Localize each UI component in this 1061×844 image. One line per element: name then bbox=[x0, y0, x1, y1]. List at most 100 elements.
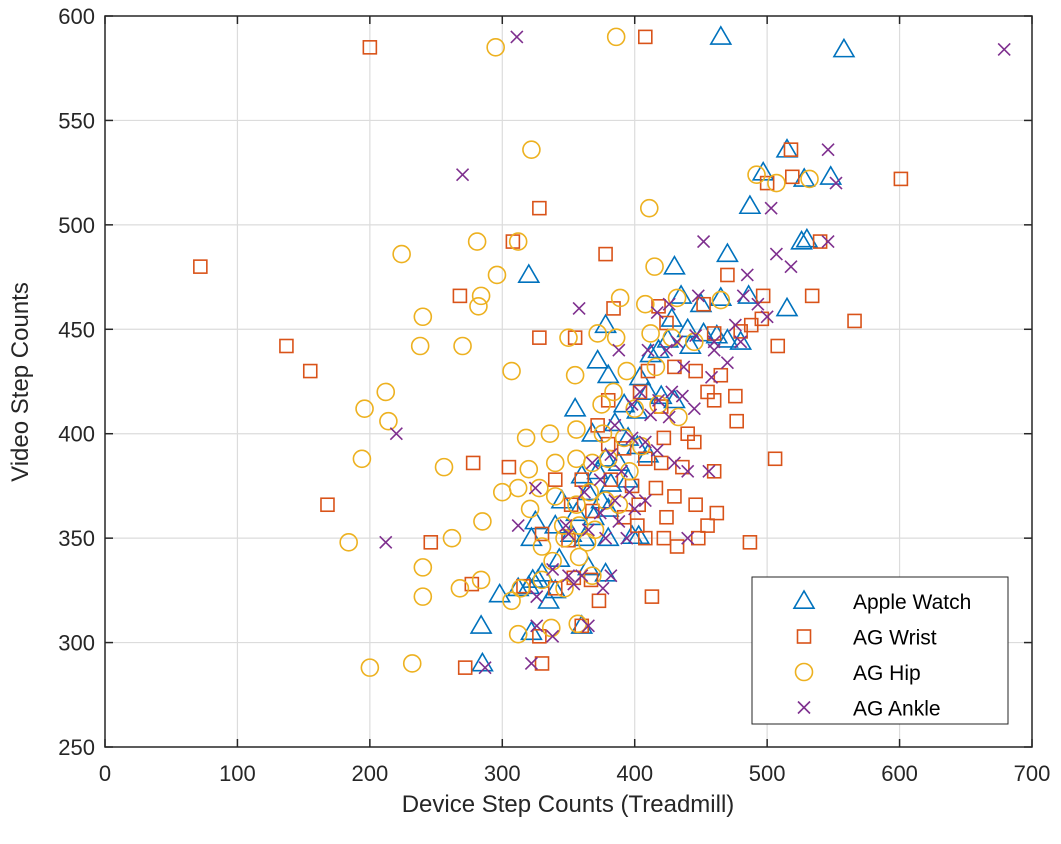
data-point-ag-hip bbox=[486, 38, 505, 57]
x-marker-stroke bbox=[644, 408, 658, 422]
x-marker-stroke bbox=[389, 427, 403, 441]
data-point-ag-wrist bbox=[785, 169, 800, 185]
data-point-ag-hip bbox=[639, 198, 659, 218]
data-point-ag-wrist bbox=[644, 589, 660, 604]
data-point-ag-wrist bbox=[659, 509, 674, 525]
data-point-ag-wrist bbox=[606, 301, 621, 316]
data-point-ag-wrist bbox=[755, 288, 771, 304]
data-point-ag-wrist bbox=[812, 234, 828, 249]
data-point-ag-wrist bbox=[687, 434, 702, 450]
y-axis-title: Video Step Counts bbox=[7, 282, 34, 482]
data-point-ag-hip bbox=[569, 547, 589, 567]
y-tick-label: 250 bbox=[58, 735, 95, 760]
data-point-ag-ankle bbox=[593, 506, 607, 520]
x-marker-stroke bbox=[478, 661, 492, 675]
x-marker-stroke bbox=[675, 389, 689, 403]
x-marker-stroke bbox=[821, 235, 835, 249]
data-point-ag-ankle bbox=[997, 42, 1011, 56]
data-point-ag-hip bbox=[649, 395, 668, 414]
data-point-ag-hip bbox=[711, 290, 731, 310]
data-point-ag-ankle bbox=[728, 318, 742, 332]
x-marker-stroke bbox=[581, 523, 595, 537]
data-point-ag-ankle bbox=[821, 235, 835, 249]
data-point-ag-ankle bbox=[736, 289, 750, 303]
data-point-ag-hip bbox=[577, 533, 597, 552]
data-point-ag-wrist bbox=[532, 629, 547, 644]
y-tick-label: 450 bbox=[58, 317, 95, 342]
data-point-ag-hip bbox=[540, 424, 560, 444]
x-marker-stroke bbox=[528, 481, 542, 495]
data-point-ag-wrist bbox=[729, 413, 744, 429]
data-point-ag-ankle bbox=[670, 335, 684, 349]
data-point-ag-hip bbox=[360, 658, 380, 677]
data-point-ag-hip bbox=[352, 449, 372, 469]
data-point-ag-wrist bbox=[720, 267, 735, 283]
data-point-apple-watch bbox=[795, 227, 819, 248]
data-point-ag-hip bbox=[593, 424, 613, 444]
x-marker-stroke bbox=[638, 435, 652, 449]
data-point-apple-watch bbox=[775, 296, 799, 317]
data-point-ag-ankle bbox=[604, 448, 618, 462]
data-point-ag-wrist bbox=[464, 576, 480, 592]
y-tick-label: 500 bbox=[58, 213, 95, 238]
data-point-ag-hip bbox=[567, 495, 586, 515]
legend-item-ag-hip: AG Hip bbox=[794, 662, 921, 685]
x-marker-stroke bbox=[599, 531, 613, 545]
legend-label-ag-ankle: AG Ankle bbox=[853, 698, 941, 721]
data-point-ag-wrist bbox=[667, 359, 682, 375]
x-marker-stroke bbox=[530, 619, 544, 633]
data-point-ag-hip bbox=[604, 382, 623, 402]
x-marker-stroke bbox=[665, 385, 679, 399]
x-marker-stroke bbox=[530, 590, 544, 604]
data-point-ag-ankle bbox=[821, 143, 835, 157]
data-point-ag-wrist bbox=[547, 580, 563, 596]
x-marker-stroke bbox=[596, 581, 610, 595]
data-point-apple-watch bbox=[832, 37, 856, 58]
x-marker-stroke bbox=[379, 535, 393, 549]
x-tick-label: 200 bbox=[351, 761, 388, 786]
data-point-ag-hip bbox=[530, 478, 549, 498]
data-point-ag-hip bbox=[610, 288, 630, 308]
data-point-apple-watch bbox=[678, 334, 702, 354]
data-point-apple-watch bbox=[663, 255, 686, 275]
data-point-ag-hip bbox=[606, 328, 626, 347]
data-point-ag-ankle bbox=[644, 408, 658, 422]
y-tick-label: 400 bbox=[58, 422, 95, 447]
data-point-ag-ankle bbox=[625, 431, 639, 445]
data-point-ag-hip bbox=[471, 570, 491, 590]
x-marker-stroke bbox=[677, 360, 691, 374]
data-point-ag-hip bbox=[645, 257, 664, 276]
data-point-ag-ankle bbox=[662, 410, 676, 424]
data-point-ag-wrist bbox=[532, 330, 547, 345]
data-point-ag-hip bbox=[667, 288, 687, 308]
data-point-ag-ankle bbox=[665, 385, 679, 399]
x-marker-stroke bbox=[720, 356, 734, 370]
data-point-ag-wrist bbox=[742, 535, 758, 550]
data-point-ag-hip bbox=[522, 140, 541, 159]
data-point-ag-wrist bbox=[631, 497, 646, 513]
data-point-ag-hip bbox=[592, 395, 611, 414]
data-point-ag-ankle bbox=[620, 531, 634, 545]
x-marker-stroke bbox=[662, 410, 676, 424]
x-marker-stroke bbox=[593, 506, 607, 520]
data-point-ag-ankle bbox=[704, 370, 719, 384]
data-point-ag-wrist bbox=[362, 40, 378, 55]
x-marker-stroke bbox=[628, 502, 642, 516]
legend-item-ag-wrist: AG Wrist bbox=[796, 627, 937, 650]
data-point-ag-wrist bbox=[452, 288, 468, 304]
data-point-apple-watch bbox=[628, 365, 652, 386]
data-point-ag-wrist bbox=[770, 338, 786, 354]
data-point-apple-watch bbox=[586, 459, 610, 480]
data-point-ag-wrist bbox=[696, 296, 711, 312]
data-point-ag-ankle bbox=[734, 335, 748, 349]
x-marker-stroke bbox=[567, 577, 581, 591]
data-point-ag-ankle bbox=[567, 577, 581, 591]
data-point-ag-wrist bbox=[893, 171, 909, 187]
data-point-apple-watch bbox=[596, 363, 620, 384]
data-point-apple-watch bbox=[819, 165, 843, 185]
data-point-ag-ankle bbox=[608, 493, 622, 508]
data-point-apple-watch bbox=[563, 397, 587, 417]
x-tick-label: 300 bbox=[484, 761, 521, 786]
data-point-ag-ankle bbox=[829, 176, 843, 190]
x-marker-stroke bbox=[620, 531, 634, 545]
